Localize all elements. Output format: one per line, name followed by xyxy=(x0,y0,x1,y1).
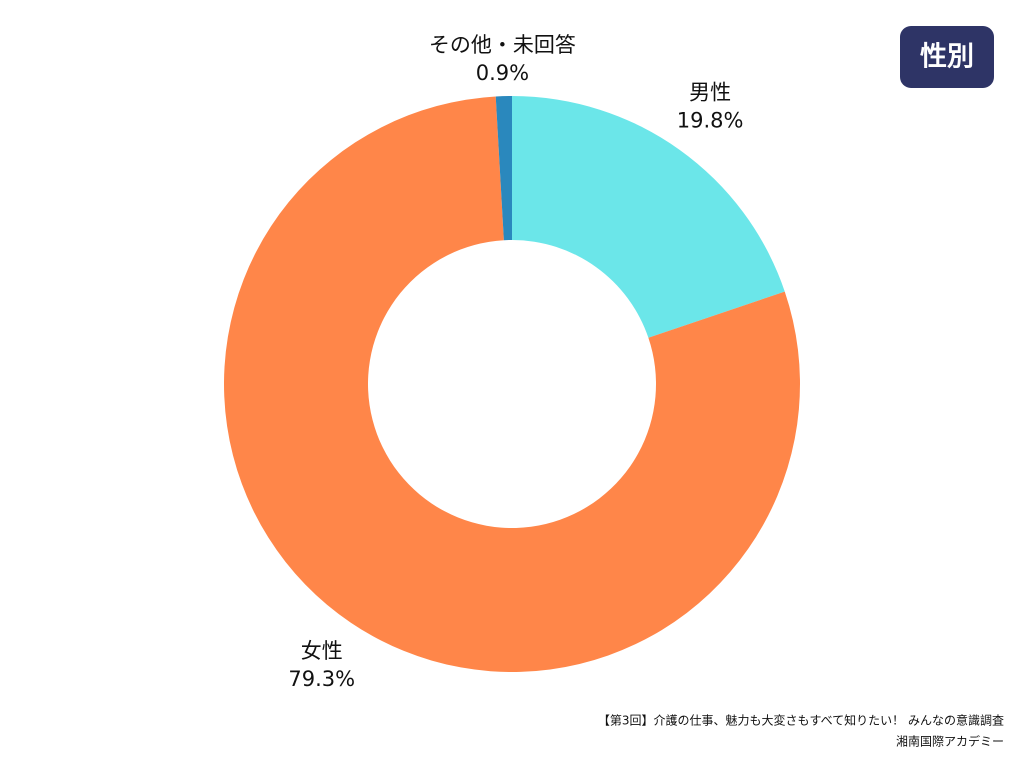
segment-label: 男性 xyxy=(689,81,731,105)
value-label: 19.8% xyxy=(677,109,744,133)
donut-segment xyxy=(512,96,785,338)
value-label: 0.9% xyxy=(476,61,529,85)
segment-label: 女性 xyxy=(301,639,343,663)
chart-title: 性別 xyxy=(920,42,974,73)
segment-label: その他・未回答 xyxy=(429,33,576,57)
value-label: 79.3% xyxy=(288,667,355,691)
publisher: 湘南国際アカデミー xyxy=(896,734,1004,749)
donut-segment xyxy=(495,96,512,241)
title-badge xyxy=(900,26,994,88)
donut-segment xyxy=(223,96,800,673)
source: 【第3回】介護の仕事、魅力も大変さもすべて知りたい！ みんなの意識調査 xyxy=(598,713,1004,728)
